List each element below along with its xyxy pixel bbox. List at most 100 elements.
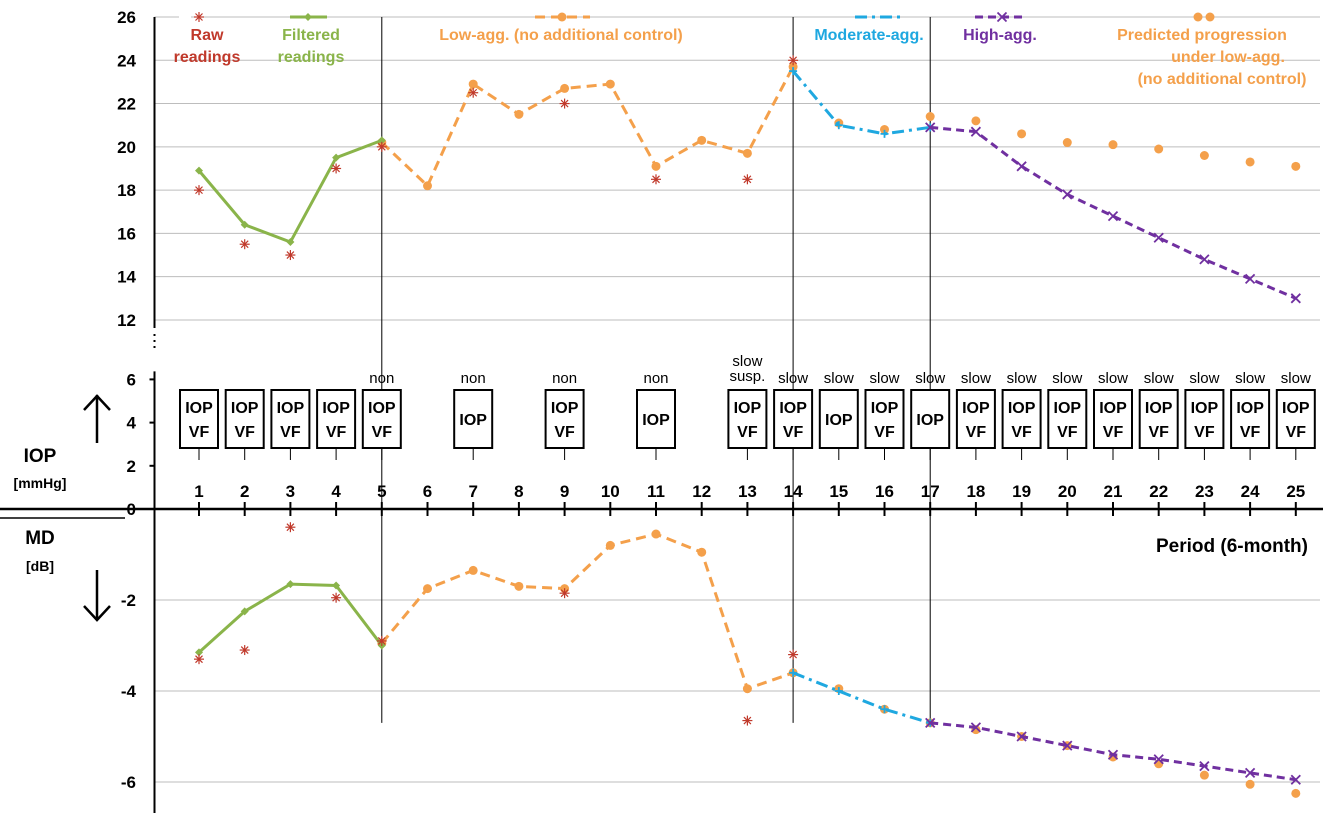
test-box-label: IOP [231,400,259,417]
test-box-label: IOP [734,400,762,417]
md-high-agg-point [1107,749,1119,760]
test-box-label: IOP [1191,400,1219,417]
period-tick-label: 6 [423,482,432,501]
md-high-agg-point [1016,731,1027,742]
md-predicted-point [1199,770,1209,780]
test-box [544,389,585,449]
test-box-label: IOP [368,400,396,417]
md-filtered-line [197,582,383,654]
iop-predicted-point [1062,138,1072,148]
md-axis-title: MD [25,528,55,549]
legend-raw-label: readings [174,49,241,66]
md-high-agg-point [925,717,936,728]
status-label: slow [1281,370,1311,387]
test-box-label: IOP [1145,400,1173,417]
md-filtered-point [240,607,249,616]
md-raw-point [331,592,342,603]
iop-tick-label: 24 [117,51,136,70]
legend-predicted-label: (no additional control) [1138,71,1307,88]
period-tick-label: 8 [514,482,523,501]
test-box-label: VF [1103,424,1124,441]
test-box-label: VF [280,424,301,441]
status-label: slow [915,370,945,387]
status-tick-label: 6 [127,370,136,389]
test-box-label: IOP [322,400,350,417]
md-predicted-point [1245,779,1255,789]
status-label: slow [869,370,899,387]
test-box-label: VF [372,424,393,441]
test-box [818,389,859,449]
iop-raw-point [331,163,342,174]
iop-tick-label: 14 [117,268,136,287]
legend-filtered-label: Filtered [282,27,340,44]
iop-tick-label: 26 [117,8,136,27]
iop-high-agg-point [1199,254,1210,265]
legend-high-cross [996,11,1008,23]
md-raw-point [559,588,570,599]
test-box-label: VF [783,424,804,441]
md-low-agg-point [514,581,524,591]
period-tick-label: 24 [1241,482,1260,501]
period-tick-label: 18 [966,482,985,501]
test-box-label: IOP [459,412,487,429]
period-tick-label: 10 [601,482,620,501]
md-filtered-point [195,648,203,657]
period-tick-label: 13 [738,482,757,501]
iop-low-agg-point [423,181,432,191]
legend-low-dot [557,12,567,22]
test-box-label: IOP [1008,400,1036,417]
test-box [224,389,265,449]
test-box-label: IOP [871,400,899,417]
iop-filtered-point [377,136,386,145]
md-high-agg-line [930,721,1297,782]
iop-tick-label: 20 [117,138,136,157]
iop-axis-unit: [mmHg] [14,475,67,491]
iop-predicted-point [1291,161,1301,171]
iop-high-agg-line [930,125,1297,300]
iop-raw-point [651,174,661,185]
test-box-label: VF [554,424,575,441]
period-tick-label: 12 [692,482,711,501]
md-high-agg-point [1244,767,1256,779]
iop-raw-point [742,174,753,185]
test-box-label: VF [326,424,347,441]
test-box-label: IOP [779,400,807,417]
md-moderate-agg-point [880,705,889,714]
test-box-label: IOP [642,412,670,429]
iop-filtered-line [197,138,383,244]
iop-raw-point [285,250,296,261]
test-box [316,389,357,449]
status-label: slow [1235,370,1265,387]
iop-high-agg-point [1244,273,1256,284]
period-tick-label: 21 [1104,482,1123,501]
iop-up-arrowhead [83,394,111,411]
test-box-label: VF [1057,424,1078,441]
period-tick-label: 3 [286,482,295,501]
md-raw-point [376,635,387,646]
iop-raw-point [194,185,204,196]
iop-high-agg-point [970,126,982,137]
test-box-label: VF [1148,424,1169,441]
test-box-label: IOP [962,400,990,417]
iop-filtered-point [286,238,295,247]
test-box [1047,389,1088,449]
test-box [1275,389,1316,449]
iop-high-agg-point [1062,189,1073,200]
md-low-agg-line [380,532,794,691]
iop-predicted-point [925,112,935,122]
iop-tick-label: 22 [117,95,136,114]
iop-moderate-agg-point [834,121,843,130]
iop-low-agg-line [380,66,795,189]
iop-high-agg-point [1107,210,1119,222]
legend-filtered-label: readings [278,49,345,66]
legend-predicted-label: Predicted progression [1117,27,1287,44]
iop-low-agg-point [651,161,661,171]
status-label: susp. [729,368,765,385]
iop-filtered-point [240,220,249,229]
status-label: slow [1098,370,1128,387]
period-tick-label: 9 [560,482,569,501]
period-tick-label: 4 [331,482,341,501]
md-high-agg-point [1290,774,1301,785]
iop-low-agg-point [742,148,752,158]
